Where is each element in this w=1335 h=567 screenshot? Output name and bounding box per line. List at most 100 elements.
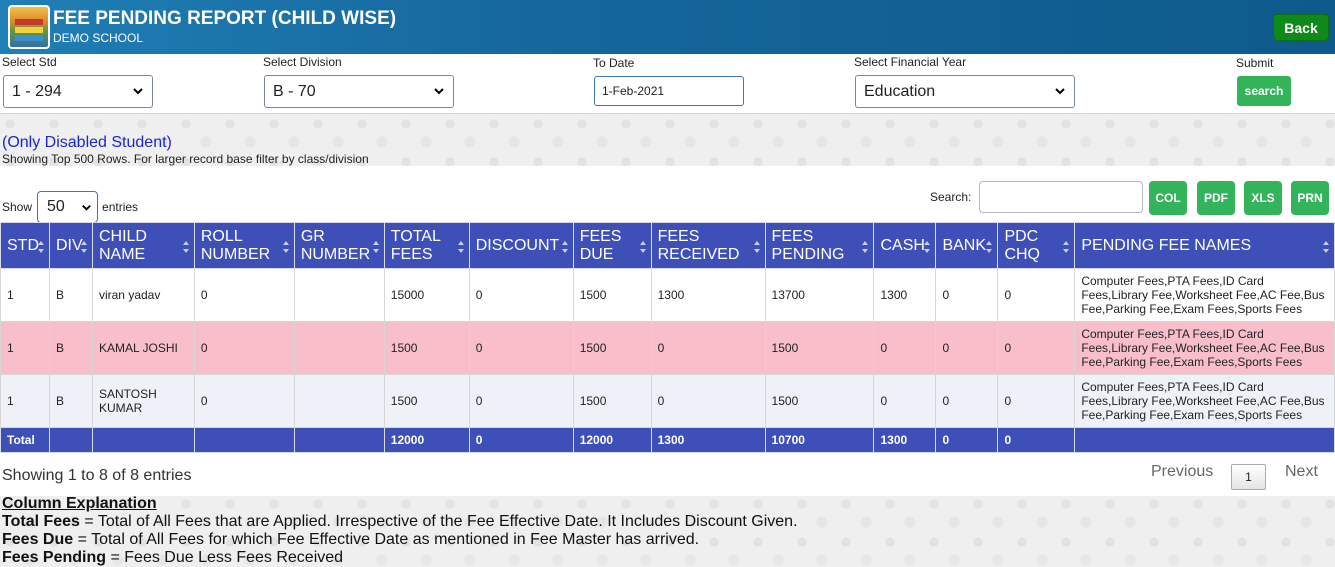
- sort-icon: [753, 241, 760, 253]
- column-header[interactable]: DIV: [48, 222, 93, 269]
- table-cell: 0: [650, 321, 766, 375]
- year-label: Select Financial Year: [854, 55, 967, 69]
- explanation-item: Total Fees = Total of All Fees that are …: [2, 513, 798, 530]
- sort-icon: [457, 241, 464, 253]
- total-cell: [1074, 427, 1335, 453]
- table-cell: [293, 268, 385, 322]
- submit-label: Submit: [1236, 56, 1274, 70]
- sort-icon: [80, 241, 87, 253]
- total-cell: 12000: [383, 427, 470, 453]
- sort-icon: [986, 241, 993, 253]
- sort-icon: [372, 241, 379, 253]
- explanation-item: Fees Pending = Fees Due Less Fees Receiv…: [2, 549, 344, 566]
- rows-limit-note: Showing Top 500 Rows. For larger record …: [2, 152, 369, 166]
- column-header[interactable]: FEES RECEIVED: [650, 222, 766, 269]
- table-cell: 0: [935, 321, 999, 375]
- chevron-down-icon: [1055, 88, 1065, 95]
- column-header[interactable]: FEES DUE: [572, 222, 652, 269]
- table-cell: 1500: [572, 321, 652, 375]
- table-cell: 0: [873, 374, 937, 428]
- search-input[interactable]: [979, 181, 1143, 213]
- std-select[interactable]: 1 - 294: [3, 75, 153, 108]
- sort-icon: [639, 241, 646, 253]
- sort-icon: [37, 241, 44, 253]
- table-cell: 0: [193, 268, 295, 322]
- table-cell: Computer Fees,PTA Fees,ID Card Fees,Libr…: [1074, 374, 1335, 428]
- search-button[interactable]: search: [1237, 76, 1291, 106]
- page-1-button[interactable]: 1: [1231, 464, 1266, 490]
- column-explanation: Column Explanation Total Fees = Total of…: [2, 495, 798, 567]
- table-cell: B: [48, 374, 93, 428]
- table-cell: 1500: [764, 321, 875, 375]
- total-cell: [91, 427, 195, 453]
- column-header[interactable]: STD: [0, 222, 50, 269]
- sort-icon: [924, 241, 931, 253]
- column-header[interactable]: PDC CHQ: [997, 222, 1076, 269]
- xls-button[interactable]: XLS: [1244, 181, 1282, 215]
- std-label: Select Std: [2, 55, 57, 69]
- total-cell: 10700: [764, 427, 875, 453]
- column-header[interactable]: GR NUMBER: [293, 222, 385, 269]
- table-cell: Computer Fees,PTA Fees,ID Card Fees,Libr…: [1074, 321, 1335, 375]
- column-header[interactable]: DISCOUNT: [468, 222, 574, 269]
- disabled-student-note: (Only Disabled Student): [2, 134, 172, 151]
- table-row: 1 B SANTOSH KUMAR 0 1500 0 1500 0 1500 0 0 0 Compute…: [0, 374, 1335, 428]
- table-cell: KAMAL JOSHI: [91, 321, 195, 375]
- column-header[interactable]: CASH: [873, 222, 937, 269]
- table-header-row: STD DIV CHILD NAME ROLL NUMBER GR NUMBER TOTA…: [0, 222, 1335, 269]
- filter-bar: Select Std 1 - 294 Select Division B - 7…: [0, 54, 1335, 114]
- show-label: Show: [2, 200, 33, 214]
- table-cell: 1500: [572, 268, 652, 322]
- financial-year-select[interactable]: Education: [855, 75, 1075, 108]
- total-cell: [293, 427, 385, 453]
- chevron-down-icon: [82, 205, 91, 211]
- table-cell: 0: [935, 268, 999, 322]
- entries-info: Showing 1 to 8 of 8 entries: [2, 467, 192, 484]
- entries-select[interactable]: 50: [37, 191, 99, 223]
- column-header[interactable]: CHILD NAME: [91, 222, 195, 269]
- school-logo: [8, 5, 50, 49]
- column-header[interactable]: TOTAL FEES: [383, 222, 470, 269]
- table-cell: 1500: [383, 321, 470, 375]
- entries-label: entries: [102, 200, 139, 214]
- table-cell: 1500: [764, 374, 875, 428]
- fee-report-table: STD DIV CHILD NAME ROLL NUMBER GR NUMBER TOTA…: [0, 222, 1335, 453]
- table-cell: 1500: [383, 374, 470, 428]
- total-cell: 1300: [873, 427, 937, 453]
- sort-icon: [1063, 241, 1070, 253]
- table-cell: SANTOSH KUMAR: [91, 374, 195, 428]
- prn-button[interactable]: PRN: [1291, 181, 1329, 215]
- table-cell: 0: [468, 374, 574, 428]
- back-button[interactable]: Back: [1273, 14, 1329, 41]
- chevron-down-icon: [434, 88, 444, 95]
- division-value: B - 70: [273, 82, 316, 100]
- table-cell: 0: [193, 321, 295, 375]
- chevron-down-icon: [133, 88, 143, 95]
- table-cell: 1300: [650, 268, 766, 322]
- table-cell: 0: [997, 321, 1076, 375]
- next-button[interactable]: Next: [1285, 463, 1318, 480]
- explanation-heading: Column Explanation: [2, 495, 157, 512]
- total-cell: 1300: [650, 427, 766, 453]
- division-select[interactable]: B - 70: [264, 75, 454, 108]
- column-header[interactable]: ROLL NUMBER: [193, 222, 295, 269]
- column-header[interactable]: BANK: [935, 222, 999, 269]
- col-button[interactable]: COL: [1149, 181, 1187, 215]
- explanation-item: Fees Due = Total of All Fees for which F…: [2, 531, 700, 548]
- page-title: FEE PENDING REPORT (CHILD WISE): [53, 8, 397, 29]
- table-cell: 0: [468, 268, 574, 322]
- previous-button[interactable]: Previous: [1151, 463, 1214, 480]
- total-row: Total 12000 0 12000 1300 10700 1300 0 0: [0, 427, 1335, 453]
- table-row: 1 B KAMAL JOSHI 0 1500 0 1500 0 1500 0 0 0 Computer …: [0, 321, 1335, 375]
- division-label: Select Division: [263, 55, 342, 69]
- pdf-button[interactable]: PDF: [1197, 181, 1235, 215]
- table-cell: 1: [0, 268, 50, 322]
- table-cell: 1: [0, 374, 50, 428]
- sort-icon: [862, 241, 869, 253]
- date-input[interactable]: 1-Feb-2021: [594, 76, 744, 106]
- column-header[interactable]: FEES PENDING: [764, 222, 875, 269]
- sort-icon: [182, 241, 189, 253]
- table-cell: 0: [468, 321, 574, 375]
- column-header[interactable]: PENDING FEE NAMES: [1074, 222, 1335, 269]
